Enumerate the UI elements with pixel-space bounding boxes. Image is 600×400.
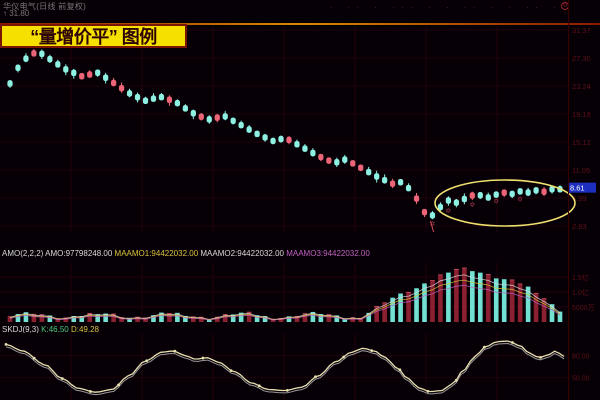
- svg-text:5000万: 5000万: [572, 304, 595, 312]
- svg-text:50.00: 50.00: [572, 376, 590, 383]
- svg-text:✡: ✡: [517, 196, 523, 204]
- svg-text:80.00: 80.00: [572, 353, 590, 360]
- svg-text:23.24: 23.24: [572, 82, 591, 91]
- svg-text:2.93: 2.93: [572, 222, 587, 231]
- svg-text:8.61: 8.61: [570, 184, 585, 193]
- svg-text:19.18: 19.18: [572, 110, 591, 119]
- svg-text:✡: ✡: [445, 207, 451, 215]
- svg-text:31.37: 31.37: [572, 26, 591, 35]
- svg-text:✡: ✡: [469, 201, 475, 209]
- svg-text:1.0亿: 1.0亿: [572, 288, 589, 297]
- svg-text:1.5亿: 1.5亿: [572, 273, 589, 282]
- svg-text:✡: ✡: [493, 198, 499, 206]
- svg-text:15.12: 15.12: [572, 138, 591, 147]
- svg-text:11.05: 11.05: [572, 166, 590, 175]
- svg-text:4.50: 4.50: [434, 231, 452, 232]
- svg-text:27.30: 27.30: [572, 54, 591, 63]
